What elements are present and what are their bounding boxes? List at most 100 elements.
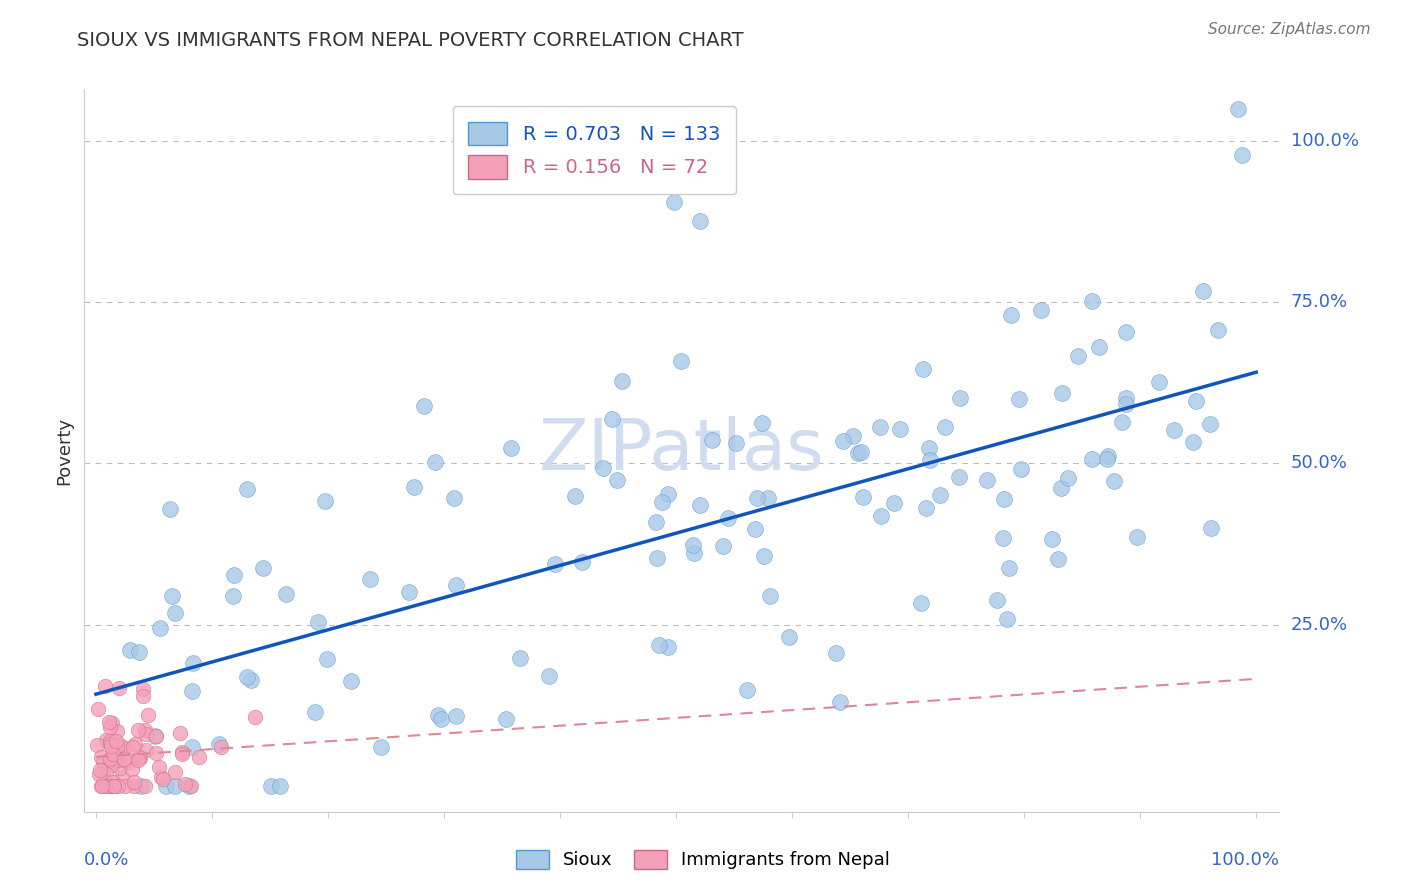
Point — [101, 716, 124, 731]
Point — [98, 733, 121, 747]
Point — [134, 779, 156, 793]
Point — [986, 593, 1008, 607]
Point — [87, 767, 110, 781]
Point — [172, 746, 194, 760]
Point — [108, 738, 131, 752]
Point — [112, 752, 135, 766]
Point — [752, 549, 775, 563]
Point — [606, 473, 628, 487]
Point — [127, 723, 149, 737]
Point — [444, 709, 467, 723]
Point — [114, 740, 136, 755]
Point — [662, 194, 685, 209]
Point — [600, 412, 623, 426]
Point — [129, 751, 152, 765]
Point — [1029, 303, 1052, 318]
Point — [1199, 417, 1222, 431]
Text: 75.0%: 75.0% — [1291, 293, 1348, 311]
Point — [236, 670, 259, 684]
Point — [737, 682, 759, 697]
Point — [1185, 394, 1208, 409]
Point — [1040, 533, 1063, 547]
Point — [1147, 375, 1170, 389]
Point — [159, 501, 181, 516]
Point — [751, 416, 773, 430]
Point — [671, 354, 693, 368]
Point — [101, 775, 124, 789]
Point — [180, 779, 202, 793]
Point — [160, 589, 183, 603]
Point — [98, 720, 121, 734]
Point — [86, 738, 108, 752]
Text: ZIPatlas: ZIPatlas — [538, 416, 825, 485]
Point — [852, 490, 875, 504]
Point — [915, 501, 938, 516]
Point — [177, 779, 200, 793]
Point — [143, 729, 166, 743]
Legend: R = 0.703   N = 133, R = 0.156   N = 72: R = 0.703 N = 133, R = 0.156 N = 72 — [453, 106, 735, 194]
Point — [124, 737, 146, 751]
Point — [98, 752, 121, 766]
Point — [108, 753, 131, 767]
Point — [745, 491, 768, 505]
Point — [314, 494, 336, 508]
Point — [842, 429, 865, 443]
Point — [889, 422, 911, 436]
Point — [1067, 349, 1090, 363]
Point — [103, 779, 125, 793]
Point — [103, 752, 125, 766]
Point — [509, 651, 531, 665]
Point — [849, 445, 872, 459]
Point — [1115, 397, 1137, 411]
Point — [93, 779, 115, 793]
Point — [101, 747, 124, 762]
Point — [121, 740, 143, 755]
Point — [114, 779, 136, 793]
Point — [537, 669, 560, 683]
Point — [995, 611, 1018, 625]
Point — [689, 213, 711, 227]
Point — [744, 522, 766, 536]
Point — [118, 643, 141, 657]
Point — [1227, 102, 1250, 116]
Point — [129, 779, 152, 793]
Point — [252, 561, 274, 575]
Point — [315, 651, 337, 665]
Point — [274, 587, 297, 601]
Point — [778, 630, 800, 644]
Point — [1095, 452, 1118, 467]
Point — [222, 589, 245, 603]
Point — [689, 498, 711, 512]
Point — [94, 679, 117, 693]
Point — [117, 756, 139, 770]
Point — [145, 729, 167, 743]
Point — [1163, 423, 1185, 437]
Point — [1232, 147, 1254, 161]
Point — [108, 761, 131, 775]
Text: Source: ZipAtlas.com: Source: ZipAtlas.com — [1208, 22, 1371, 37]
Point — [101, 779, 124, 793]
Point — [651, 495, 673, 509]
Point — [111, 770, 134, 784]
Point — [100, 758, 122, 772]
Point — [340, 674, 363, 689]
Point — [149, 622, 172, 636]
Point — [260, 779, 283, 793]
Point — [912, 361, 935, 376]
Text: 50.0%: 50.0% — [1291, 454, 1347, 473]
Point — [91, 755, 114, 769]
Point — [976, 473, 998, 487]
Point — [103, 754, 125, 768]
Point — [998, 560, 1021, 574]
Point — [426, 707, 449, 722]
Point — [155, 779, 177, 793]
Point — [423, 455, 446, 469]
Point — [148, 760, 170, 774]
Point — [883, 496, 905, 510]
Point — [127, 753, 149, 767]
Point — [90, 750, 112, 764]
Point — [824, 646, 846, 660]
Point — [645, 550, 668, 565]
Point — [413, 399, 436, 413]
Point — [846, 446, 869, 460]
